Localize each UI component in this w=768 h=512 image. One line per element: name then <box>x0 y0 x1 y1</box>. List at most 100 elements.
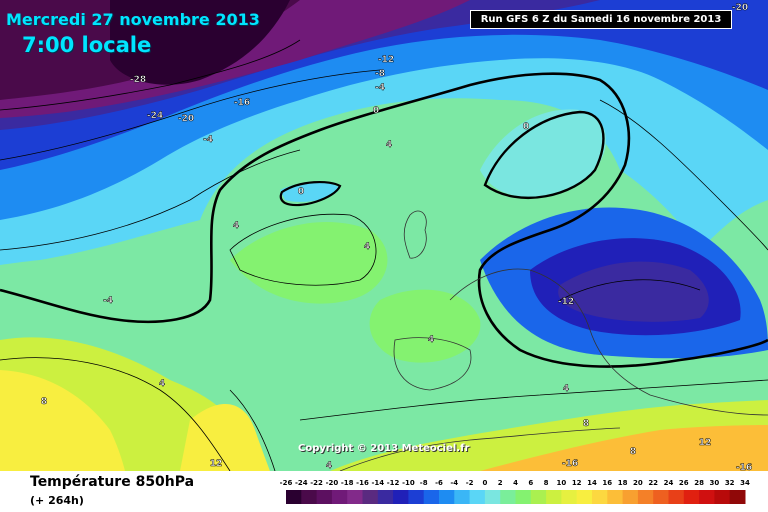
legend-swatch <box>637 490 654 504</box>
contour-label: -20 <box>732 3 748 13</box>
legend-tick: -18 <box>341 479 354 487</box>
field-scandinavia <box>480 109 607 197</box>
legend-tick: -22 <box>310 479 323 487</box>
legend-tick: -16 <box>356 479 369 487</box>
coast-north-africa <box>339 427 621 471</box>
legend-swatch <box>408 490 425 504</box>
legend-tick: 28 <box>694 479 704 487</box>
copyright: Copyright © 2013 Meteociel.fr <box>298 443 470 454</box>
legend-tick: 30 <box>710 479 720 487</box>
contour-labels: -20 -28 -24 -20 -16 -12 -8 -4 0 -4 4 0 0 4 4 -4 -12 4 4 8 8 1… <box>41 3 753 471</box>
legend-swatch <box>530 490 547 504</box>
contour-label: -16 <box>562 459 578 469</box>
legend-tick: 10 <box>557 479 567 487</box>
legend-tick: 0 <box>482 479 487 487</box>
contour-label: -16 <box>736 463 752 471</box>
contour-thin-6 <box>299 379 768 421</box>
field-atlantic-warm <box>230 221 388 304</box>
legend-tick: 12 <box>572 479 582 487</box>
legend-swatch <box>683 490 700 504</box>
legend-swatch <box>607 490 624 504</box>
legend-tick: 16 <box>602 479 612 487</box>
legend-swatch <box>484 490 501 504</box>
contour-thin-3 <box>0 149 301 251</box>
legend-tick: -26 <box>280 479 293 487</box>
contour-label: 12 <box>210 459 223 469</box>
legend-swatch <box>286 490 302 504</box>
contour-label: 4 <box>364 242 370 252</box>
legend-tick: 32 <box>725 479 735 487</box>
legend-swatch <box>454 490 471 504</box>
contour-thin-7 <box>559 279 701 301</box>
contour-thin-1 <box>0 39 301 111</box>
legend-swatch <box>622 490 639 504</box>
legend-tick: 20 <box>633 479 643 487</box>
field-hot-s <box>480 425 768 471</box>
contour-label: 0 <box>298 187 304 197</box>
legend-tick: 18 <box>618 479 628 487</box>
contour-label: -20 <box>178 114 194 124</box>
legend-tick: -24 <box>295 479 308 487</box>
contour-label: -16 <box>234 98 250 108</box>
legend-tick: -14 <box>371 479 384 487</box>
contour-label: 4 <box>386 140 392 150</box>
legend-swatch <box>668 490 685 504</box>
contour-label: -28 <box>130 75 146 85</box>
contour-label: 0 <box>373 106 379 116</box>
contour-label: -4 <box>203 135 213 145</box>
contour-label: 4 <box>233 221 239 231</box>
legend-tick: -20 <box>326 479 339 487</box>
legend-swatch <box>592 490 608 504</box>
contour-thin-2 <box>0 69 381 161</box>
contour-label: -12 <box>558 297 574 307</box>
run-info: Run GFS 6 Z du Samedi 16 novembre 2013 <box>470 10 732 29</box>
color-legend: -26 -24 -22 -20 -18 -16 -14 -12 -10 -8 -6 -4 -2 0 2 4 6 8… <box>280 479 750 504</box>
legend-tick: -6 <box>435 479 443 487</box>
field-arctic-black <box>110 0 290 85</box>
contour-label: -12 <box>378 55 394 65</box>
legend-swatch <box>699 490 715 504</box>
contour-label: 8 <box>630 447 636 457</box>
lead-time: (+ 264h) <box>30 494 84 507</box>
contour-ring-4 <box>229 213 377 286</box>
legend-swatch <box>316 490 333 504</box>
legend-swatch <box>576 490 593 504</box>
legend-swatch <box>301 490 318 504</box>
contour-label: 4 <box>159 379 165 389</box>
legend-swatch <box>561 490 578 504</box>
legend-swatch <box>331 490 348 504</box>
zero-contour <box>0 72 768 368</box>
zero-contour-iceland <box>279 180 342 207</box>
legend-tick: 8 <box>544 479 549 487</box>
legend-swatch <box>439 490 455 504</box>
legend-tick: 26 <box>679 479 689 487</box>
legend-swatch <box>362 490 379 504</box>
contour-thin-4 <box>0 357 231 471</box>
legend-swatch <box>546 490 562 504</box>
legend-swatch <box>714 490 731 504</box>
contour-label: 12 <box>699 438 712 448</box>
contour-label: 4 <box>563 384 569 394</box>
legend-tick: 22 <box>648 479 658 487</box>
contour-label: 4 <box>326 461 332 471</box>
legend-swatch <box>515 490 532 504</box>
legend-tick: -2 <box>466 479 474 487</box>
contour-label: 4 <box>428 335 434 345</box>
coast-europe <box>449 268 768 416</box>
variable-name: Température 850hPa <box>30 474 195 490</box>
legend-tick: -10 <box>402 479 415 487</box>
forecast-date: Mercredi 27 novembre 2013 <box>6 10 260 29</box>
coast-british-isles <box>403 210 427 259</box>
zero-contour-scandinavia <box>483 110 605 199</box>
contour-label: -4 <box>103 296 113 306</box>
legend-tick: 6 <box>528 479 533 487</box>
field-warm-azores <box>180 403 270 471</box>
contour-thin-8 <box>599 99 768 251</box>
legend-swatch <box>653 490 669 504</box>
legend-swatch <box>469 490 486 504</box>
coast-iberia <box>393 337 472 391</box>
contour-label: -4 <box>375 83 385 93</box>
footer: Température 850hPa (+ 264h) -26 -24 -22 -20… <box>0 471 768 512</box>
legend-tick: 24 <box>664 479 674 487</box>
legend-swatch <box>377 490 394 504</box>
